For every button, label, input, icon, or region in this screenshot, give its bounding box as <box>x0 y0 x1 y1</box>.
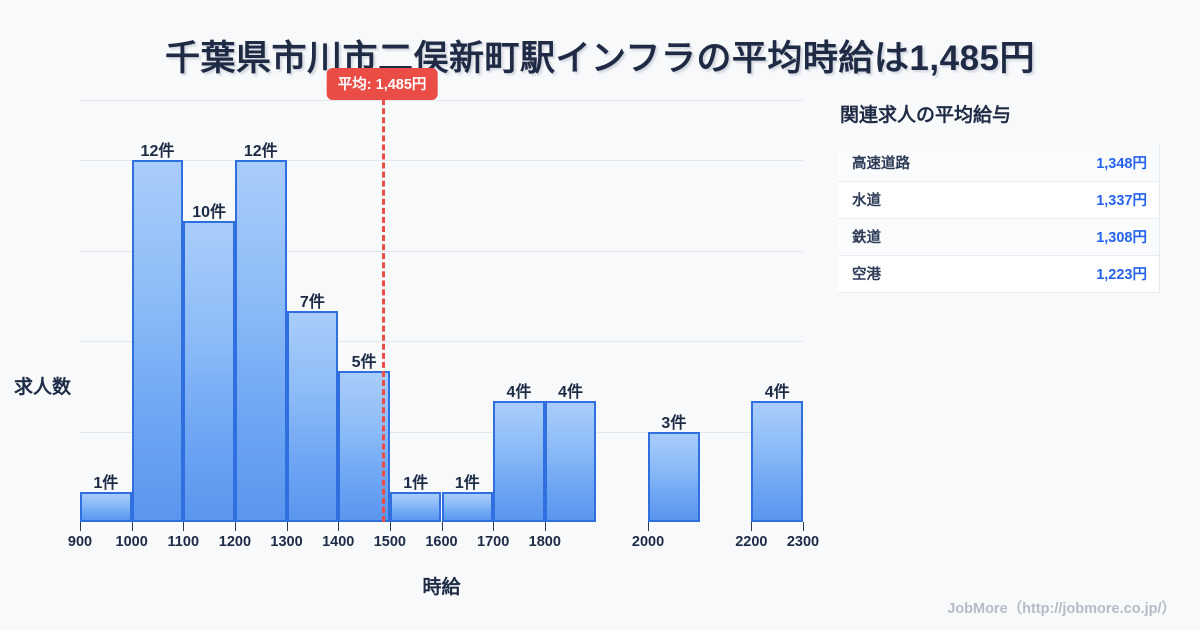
bar-value-label: 12件 <box>140 143 175 161</box>
bar-value-label: 12件 <box>243 143 278 161</box>
tick-mark <box>234 522 236 531</box>
gridline <box>80 431 803 433</box>
histogram-bar <box>131 160 184 522</box>
y-axis-title: 求人数 <box>14 377 72 398</box>
page-title: 千葉県市川市二俣新町駅インフラの平均時給は1,485円 <box>164 39 1036 78</box>
related-job-salary: 1,348円 <box>1096 156 1147 172</box>
histogram-bar <box>389 491 442 522</box>
related-job-salary: 1,308円 <box>1096 230 1147 246</box>
bar-value-label: 1件 <box>454 474 480 492</box>
x-tick-label: 1000 <box>115 534 148 550</box>
x-tick-label: 1800 <box>528 534 561 550</box>
average-line <box>382 90 386 522</box>
histogram-bar <box>493 401 545 522</box>
related-job-name: 鉄道 <box>852 230 881 246</box>
bar-value-label: 5件 <box>351 354 377 372</box>
x-tick-label: 1700 <box>477 534 510 550</box>
x-tick-label: 2300 <box>786 534 820 550</box>
gridline <box>80 100 803 101</box>
bar-value-label: 7件 <box>299 294 325 311</box>
tick-mark <box>648 522 650 531</box>
bar-value-label: 1件 <box>93 474 119 492</box>
x-axis-title: 時給 <box>422 577 461 598</box>
x-tick-label: 1200 <box>218 534 252 550</box>
x-tick-label: 1600 <box>425 534 458 550</box>
histogram-chart: 求人数 1件 12件 10件 12件 7件 5件 1件 1件 4件 4件 3件 4件 900 1000 1… <box>0 68 830 560</box>
table-row[interactable]: 鉄道 1,308円 <box>838 218 1160 256</box>
average-badge: 平均: 1,485円 <box>326 68 438 100</box>
related-job-salary: 1,223円 <box>1096 267 1147 283</box>
bar-value-label: 4件 <box>764 384 790 402</box>
bar-series: 1件 12件 10件 12件 7件 5件 1件 1件 4件 4件 3件 4件 <box>80 100 803 522</box>
tick-mark <box>441 522 443 531</box>
tick-mark <box>493 522 495 531</box>
tick-mark <box>131 522 133 531</box>
gridline <box>80 160 803 162</box>
gridline <box>80 341 803 343</box>
gridlines <box>80 100 803 522</box>
bar-value-label: 4件 <box>506 384 532 402</box>
table-row[interactable]: 水道 1,337円 <box>838 181 1160 219</box>
footer-attribution: JobMore（http://jobmore.co.jp/） <box>947 601 1176 617</box>
tick-mark <box>803 522 804 531</box>
histogram-bar <box>648 431 700 522</box>
histogram-bar <box>751 401 803 522</box>
tick-mark <box>183 522 185 531</box>
x-tick-label: 1100 <box>167 534 200 550</box>
x-tick-label: 900 <box>67 534 93 550</box>
related-job-name: 空港 <box>852 267 881 283</box>
bar-value-label: 10件 <box>192 203 226 221</box>
x-tick-label: 1300 <box>270 534 303 550</box>
tick-mark <box>80 522 81 531</box>
bar-value-label: 4件 <box>558 384 584 402</box>
bar-value-label: 1件 <box>403 474 429 492</box>
tick-mark <box>286 522 288 531</box>
table-row[interactable]: 空港 1,223円 <box>838 255 1160 293</box>
x-tick-label: 1500 <box>373 534 406 550</box>
x-tick-label: 2000 <box>631 534 665 550</box>
x-tick-label: 1400 <box>322 534 355 550</box>
tick-mark <box>751 522 753 531</box>
related-job-name: 水道 <box>852 193 881 209</box>
related-job-name: 高速道路 <box>852 156 910 172</box>
histogram-bar <box>234 160 287 522</box>
gridline <box>80 250 803 252</box>
tick-mark <box>389 522 391 531</box>
related-salary-heading: 関連求人の平均給与 <box>840 105 1012 126</box>
related-salary-panel: 関連求人の平均給与 高速道路 1,348円水道 1,337円鉄道 1,308円空港 1,… <box>838 100 1168 293</box>
related-salary-table: 高速道路 1,348円水道 1,337円鉄道 1,308円空港 1,223円 <box>838 145 1160 293</box>
x-axis-ticks: 900 1000 1100 1200 1300 1400 1500 1600 1700 1800 2… <box>68 522 819 562</box>
histogram-bar <box>183 220 235 522</box>
plot-area: 1件 12件 10件 12件 7件 5件 1件 1件 4件 4件 3件 4件 900 1000 1100 1… <box>68 68 819 602</box>
tick-mark <box>544 522 546 531</box>
related-job-salary: 1,337円 <box>1096 193 1147 209</box>
histogram-bar <box>80 491 132 522</box>
table-row[interactable]: 高速道路 1,348円 <box>838 145 1160 182</box>
histogram-bar <box>338 371 390 522</box>
histogram-bar <box>286 311 339 522</box>
bar-value-label: 3件 <box>661 414 687 432</box>
x-tick-label: 2200 <box>735 534 768 550</box>
histogram-bar <box>441 491 494 522</box>
tick-mark <box>338 522 340 531</box>
histogram-bar <box>544 401 597 522</box>
